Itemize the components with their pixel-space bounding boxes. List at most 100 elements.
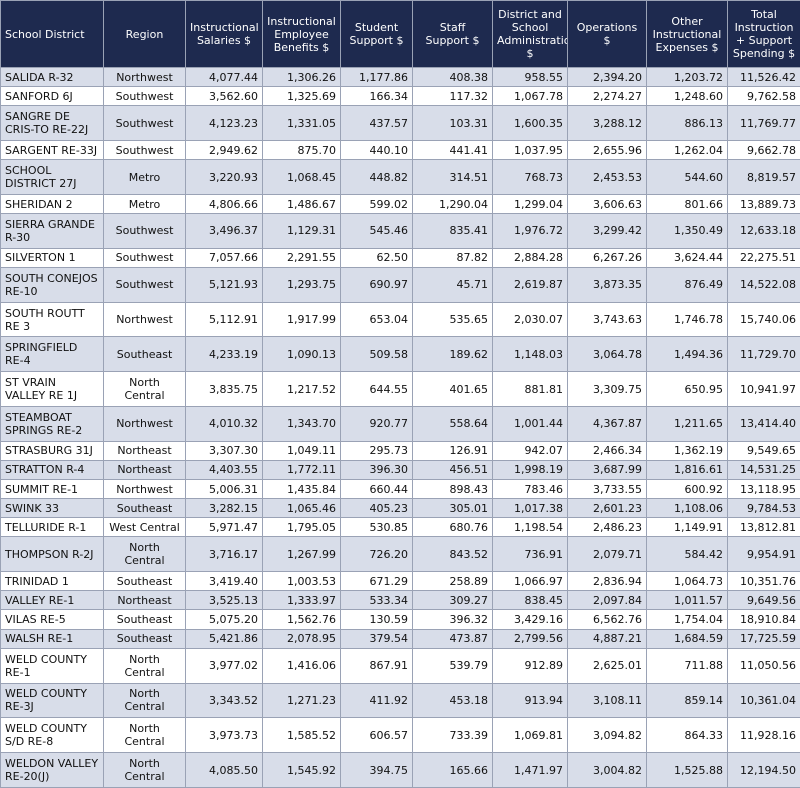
value-cell: 545.46: [340, 213, 413, 249]
value-cell: 4,085.50: [185, 752, 263, 788]
value-cell: 258.89: [412, 571, 493, 592]
district-cell: SUMMIT RE-1: [0, 478, 104, 500]
value-cell: 660.44: [340, 478, 413, 500]
value-cell: 650.95: [646, 371, 728, 407]
value-cell: 1,293.75: [262, 266, 341, 303]
value-cell: 3,282.15: [185, 498, 263, 519]
value-cell: 456.51: [412, 459, 493, 480]
value-cell: 2,625.01: [567, 647, 647, 684]
value-cell: 401.65: [412, 371, 493, 407]
value-cell: 9,662.78: [727, 140, 800, 161]
table-row: WELD COUNTY RE-3J North Central 3,343.52 1,…: [0, 682, 800, 719]
value-cell: 1,067.78: [492, 86, 568, 107]
value-cell: 509.58: [340, 336, 413, 373]
table-body: SALIDA R-32 Northwest 4,077.44 1,306.26 1,17…: [0, 66, 800, 788]
value-cell: 2,097.84: [567, 590, 647, 611]
value-cell: 4,123.23: [185, 105, 263, 142]
value-cell: 3,094.82: [567, 717, 647, 753]
value-cell: 671.29: [340, 571, 413, 592]
region-cell: Northwest: [103, 405, 186, 442]
value-cell: 5,421.86: [185, 628, 263, 649]
value-cell: 1,001.44: [492, 405, 568, 442]
header-cell: Other Instructional Expenses $: [646, 0, 728, 68]
value-cell: 4,887.21: [567, 628, 647, 649]
value-cell: 6,267.26: [567, 247, 647, 268]
value-cell: 314.51: [412, 159, 493, 195]
value-cell: 1,148.03: [492, 336, 568, 373]
value-cell: 726.20: [340, 536, 413, 573]
table-row: WELD COUNTY RE-1 North Central 3,977.02 1,4…: [0, 647, 800, 684]
value-cell: 1,525.88: [646, 752, 728, 788]
value-cell: 1,129.31: [262, 213, 341, 249]
value-cell: 913.94: [492, 682, 568, 719]
table-row: SILVERTON 1 Southwest 7,057.66 2,291.55 62.5…: [0, 247, 800, 268]
value-cell: 600.92: [646, 478, 728, 500]
value-cell: 2,274.27: [567, 86, 647, 107]
value-cell: 1,066.97: [492, 571, 568, 592]
value-cell: 1,203.72: [646, 66, 728, 88]
value-cell: 473.87: [412, 628, 493, 649]
value-cell: 1,795.05: [262, 517, 341, 538]
value-cell: 2,078.95: [262, 628, 341, 649]
table-row: SOUTH ROUTT RE 3 Northwest 5,112.91 1,917.9…: [0, 301, 800, 338]
value-cell: 530.85: [340, 517, 413, 538]
header-cell: District and School Administration $: [492, 0, 568, 68]
value-cell: 875.70: [262, 140, 341, 161]
table-row: SCHOOL DISTRICT 27J Metro 3,220.93 1,068.45…: [0, 159, 800, 195]
table-row: WELDON VALLEY RE-20(J) North Central 4,085…: [0, 752, 800, 788]
value-cell: 1,064.73: [646, 571, 728, 592]
region-cell: Southwest: [103, 266, 186, 303]
table-row: SIERRA GRANDE R-30 Southwest 3,496.37 1,129…: [0, 213, 800, 249]
district-cell: TRINIDAD 1: [0, 571, 104, 592]
region-cell: Northeast: [103, 459, 186, 480]
table-row: WELD COUNTY S/D RE-8 North Central 3,973.7…: [0, 717, 800, 753]
value-cell: 5,121.93: [185, 266, 263, 303]
district-cell: SIERRA GRANDE R-30: [0, 213, 104, 249]
value-cell: 3,496.37: [185, 213, 263, 249]
value-cell: 4,367.87: [567, 405, 647, 442]
value-cell: 1,037.95: [492, 140, 568, 161]
region-cell: North Central: [103, 752, 186, 788]
region-cell: Metro: [103, 193, 186, 215]
district-cell: WELD COUNTY S/D RE-8: [0, 717, 104, 753]
value-cell: 3,977.02: [185, 647, 263, 684]
table-row: TELLURIDE R-1 West Central 5,971.47 1,795.0…: [0, 517, 800, 538]
value-cell: 11,769.77: [727, 105, 800, 142]
value-cell: 2,619.87: [492, 266, 568, 303]
table-row: ST VRAIN VALLEY RE 1J North Central 3,835.…: [0, 371, 800, 407]
value-cell: 912.89: [492, 647, 568, 684]
value-cell: 1,306.26: [262, 66, 341, 88]
value-cell: 599.02: [340, 193, 413, 215]
value-cell: 783.46: [492, 478, 568, 500]
table-row: SANFORD 6J Southwest 3,562.60 1,325.69 166.3…: [0, 86, 800, 107]
value-cell: 440.10: [340, 140, 413, 161]
table-row: TRINIDAD 1 Southeast 3,419.40 1,003.53 671.2…: [0, 571, 800, 592]
district-cell: VILAS RE-5: [0, 609, 104, 630]
value-cell: 736.91: [492, 536, 568, 573]
header-cell: Total Instruction + Support Spending $: [727, 0, 800, 68]
value-cell: 1,486.67: [262, 193, 341, 215]
value-cell: 1,065.46: [262, 498, 341, 519]
region-cell: Northwest: [103, 478, 186, 500]
header-cell: Region: [103, 0, 186, 68]
value-cell: 3,562.60: [185, 86, 263, 107]
value-cell: 448.82: [340, 159, 413, 195]
value-cell: 13,414.40: [727, 405, 800, 442]
region-cell: Southeast: [103, 336, 186, 373]
value-cell: 1,416.06: [262, 647, 341, 684]
value-cell: 14,531.25: [727, 459, 800, 480]
header-row: School District Region Instructional Salar…: [0, 0, 800, 68]
value-cell: 14,522.08: [727, 266, 800, 303]
value-cell: 1,149.91: [646, 517, 728, 538]
value-cell: 2,466.34: [567, 440, 647, 461]
value-cell: 3,064.78: [567, 336, 647, 373]
header-cell: School District: [0, 0, 104, 68]
value-cell: 1,684.59: [646, 628, 728, 649]
region-cell: Southwest: [103, 140, 186, 161]
district-cell: SANGRE DE CRIS-TO RE-22J: [0, 105, 104, 142]
value-cell: 189.62: [412, 336, 493, 373]
table-row: SUMMIT RE-1 Northwest 5,006.31 1,435.84 660.…: [0, 478, 800, 500]
value-cell: 7,057.66: [185, 247, 263, 268]
value-cell: 11,729.70: [727, 336, 800, 373]
